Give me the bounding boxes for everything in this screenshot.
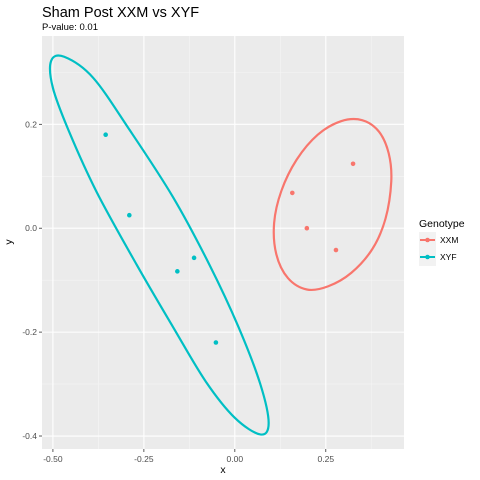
point-xyf (213, 340, 219, 345)
x-tick-label: 0.25 (318, 454, 335, 464)
x-axis-title: x (220, 464, 226, 476)
plot-panel (42, 36, 404, 449)
point-xxm (304, 225, 310, 231)
data-points (103, 132, 356, 345)
point-xyf (175, 269, 180, 274)
legend-label-xyf: XYF (440, 252, 457, 262)
legend-point-xxm (425, 237, 430, 243)
y-tick-label: 0.2 (25, 119, 37, 129)
legend-point-xyf (425, 254, 430, 260)
x-tick-label: -0.50 (43, 454, 63, 464)
y-tick-label: -0.2 (22, 327, 37, 337)
x-tick-label: -0.25 (134, 454, 154, 464)
point-xxm (350, 161, 356, 167)
legend: Genotype XXM XYF (419, 218, 465, 266)
point-xyf (127, 212, 132, 218)
legend-label-xxm: XXM (440, 235, 458, 245)
y-tick-label: -0.4 (22, 431, 37, 441)
chart-subtitle: P-value: 0.01 (42, 22, 98, 33)
ellipse-xxm (272, 117, 393, 292)
x-tick-label: 0.00 (227, 454, 244, 464)
point-xxm (290, 190, 295, 196)
ellipse-xyf (48, 54, 270, 436)
point-xyf (103, 132, 108, 138)
legend-title: Genotype (419, 218, 465, 230)
y-tick-label: 0.0 (25, 223, 37, 233)
y-axis-title: y (3, 239, 15, 245)
grid-minor (42, 36, 404, 449)
y-axis-ticks: -0.4 -0.2 0.0 0.2 (22, 119, 42, 441)
confidence-ellipses (48, 54, 393, 436)
point-xyf (191, 255, 197, 261)
x-axis-ticks: -0.50 -0.25 0.00 0.25 (43, 449, 334, 464)
point-xxm (333, 247, 339, 253)
chart-title: Sham Post XXM vs XYF (42, 5, 199, 21)
grid-major (42, 36, 404, 449)
